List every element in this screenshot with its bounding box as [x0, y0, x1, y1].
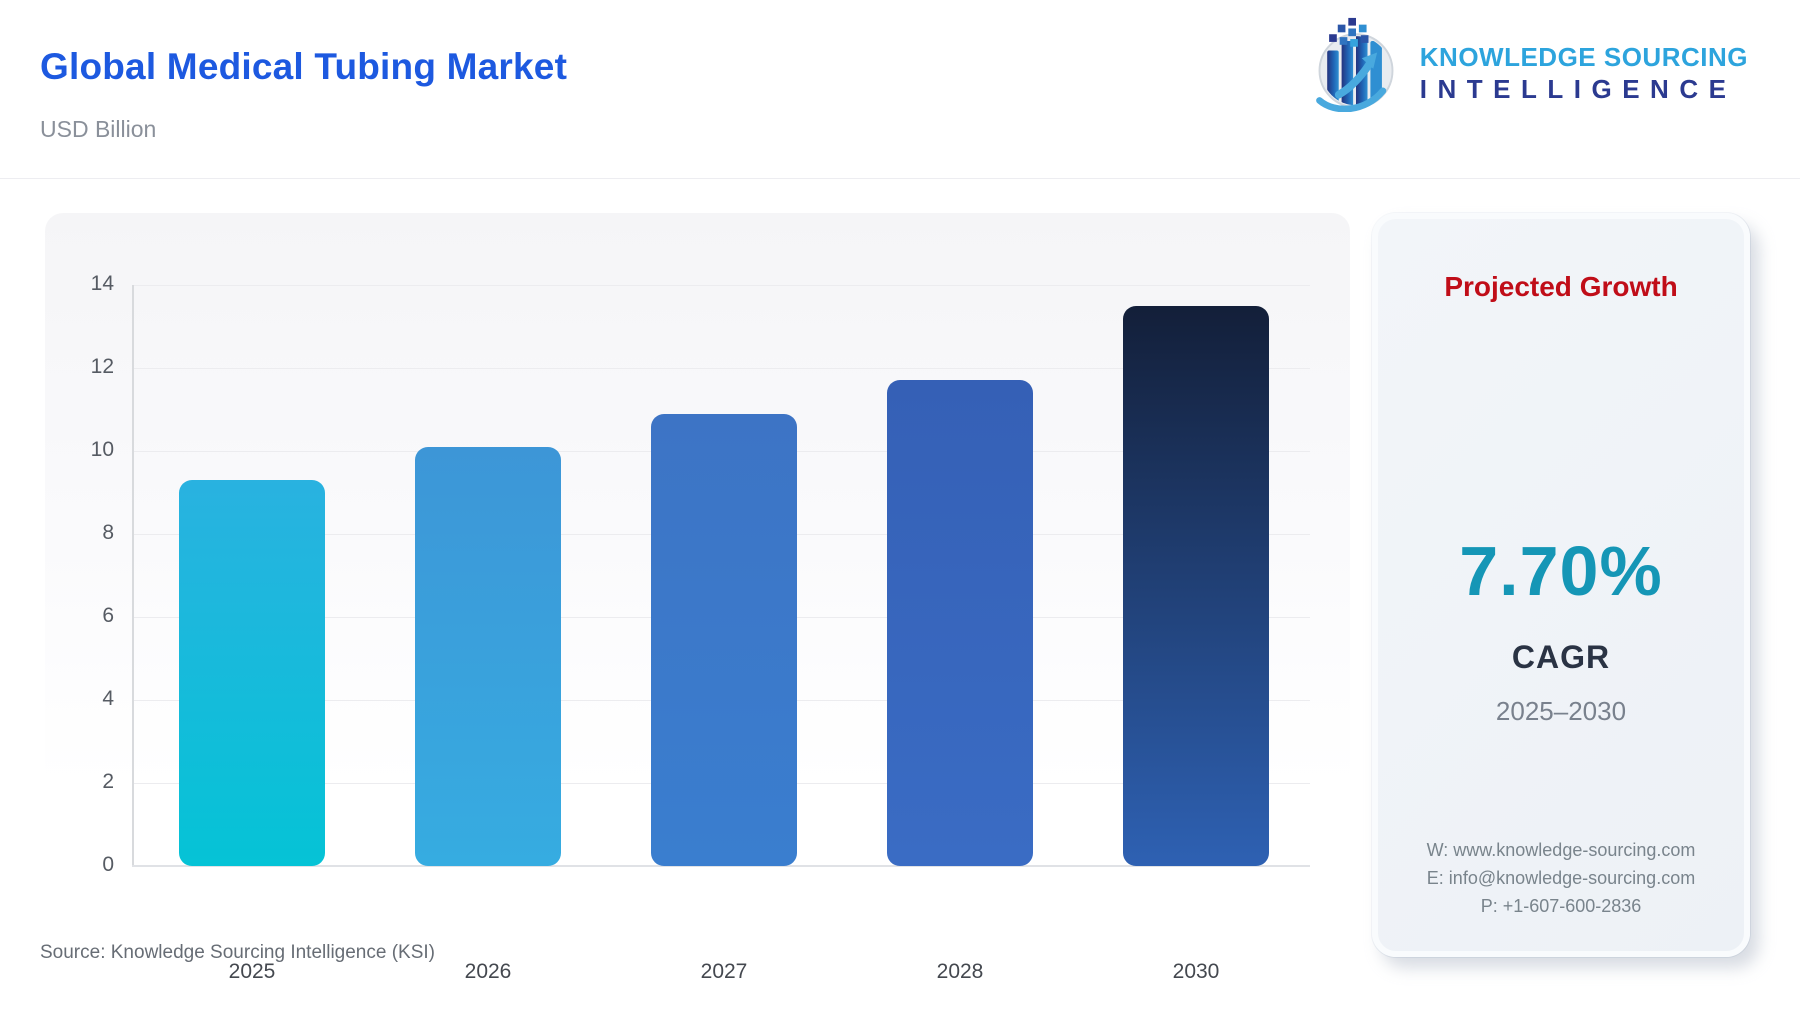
plot-area: 0 2 4 6 8 10 12 14 2025 2026 2027 2028 2030	[91, 272, 1310, 983]
contact-phone: P: +1-607-600-2836	[1480, 896, 1642, 917]
y-tick-label: 2	[102, 770, 114, 793]
cagr-period: 2025–2030	[1495, 696, 1627, 726]
unit-label: USD Billion	[40, 116, 157, 142]
bar-2030	[1123, 305, 1269, 866]
card-heading: Projected Growth	[1444, 271, 1678, 302]
y-tick-label: 12	[90, 355, 114, 378]
x-tick-label: 2025	[228, 960, 276, 983]
x-tick-label: 2027	[700, 960, 748, 983]
gridline	[134, 368, 1310, 369]
source-note: Source: Knowledge Sourcing Intelligence …	[40, 942, 436, 963]
logo-line2: INTELLIGENCE	[1419, 74, 1737, 104]
gridline	[134, 285, 1310, 286]
ksi-globe-chart-icon	[1306, 16, 1406, 117]
bar-2026	[415, 446, 561, 866]
x-axis-baseline	[132, 865, 1310, 867]
bar-chart-panel: 0 2 4 6 8 10 12 14 2025 2026 2027 2028 2030	[45, 213, 1350, 983]
bar-2028	[887, 380, 1033, 866]
y-tick-label: 8	[102, 521, 114, 544]
bar-2025	[179, 480, 325, 866]
y-tick-label: 6	[102, 604, 114, 627]
y-tick-label: 14	[90, 272, 114, 295]
contact-block: W: www.knowledge-sourcing.com E: info@kn…	[1427, 837, 1696, 921]
header-divider	[0, 178, 1800, 179]
cagr-value: 7.70%	[1459, 532, 1663, 610]
x-tick-label: 2028	[936, 960, 984, 983]
bar-2027	[651, 413, 797, 866]
y-tick-label: 10	[90, 438, 114, 461]
page-title: Global Medical Tubing Market	[40, 46, 568, 87]
x-tick-label: 2030	[1172, 960, 1220, 983]
y-tick-label: 4	[102, 687, 114, 710]
contact-website: W: www.knowledge-sourcing.com	[1426, 840, 1696, 861]
logo-line1: KNOWLEDGE SOURCING	[1419, 41, 1748, 72]
x-tick-label: 2026	[464, 960, 512, 983]
cagr-label: CAGR	[1511, 639, 1611, 675]
y-tick-label: 0	[102, 853, 114, 876]
contact-email: E: info@knowledge-sourcing.com	[1426, 868, 1696, 889]
logo-wordmark: KNOWLEDGE SOURCING INTELLIGENCE	[1420, 29, 1748, 104]
company-logo: KNOWLEDGE SOURCING INTELLIGENCE	[1306, 16, 1748, 117]
projected-growth-card: Projected Growth 7.70% CAGR 2025–2030 W:…	[1372, 213, 1750, 957]
